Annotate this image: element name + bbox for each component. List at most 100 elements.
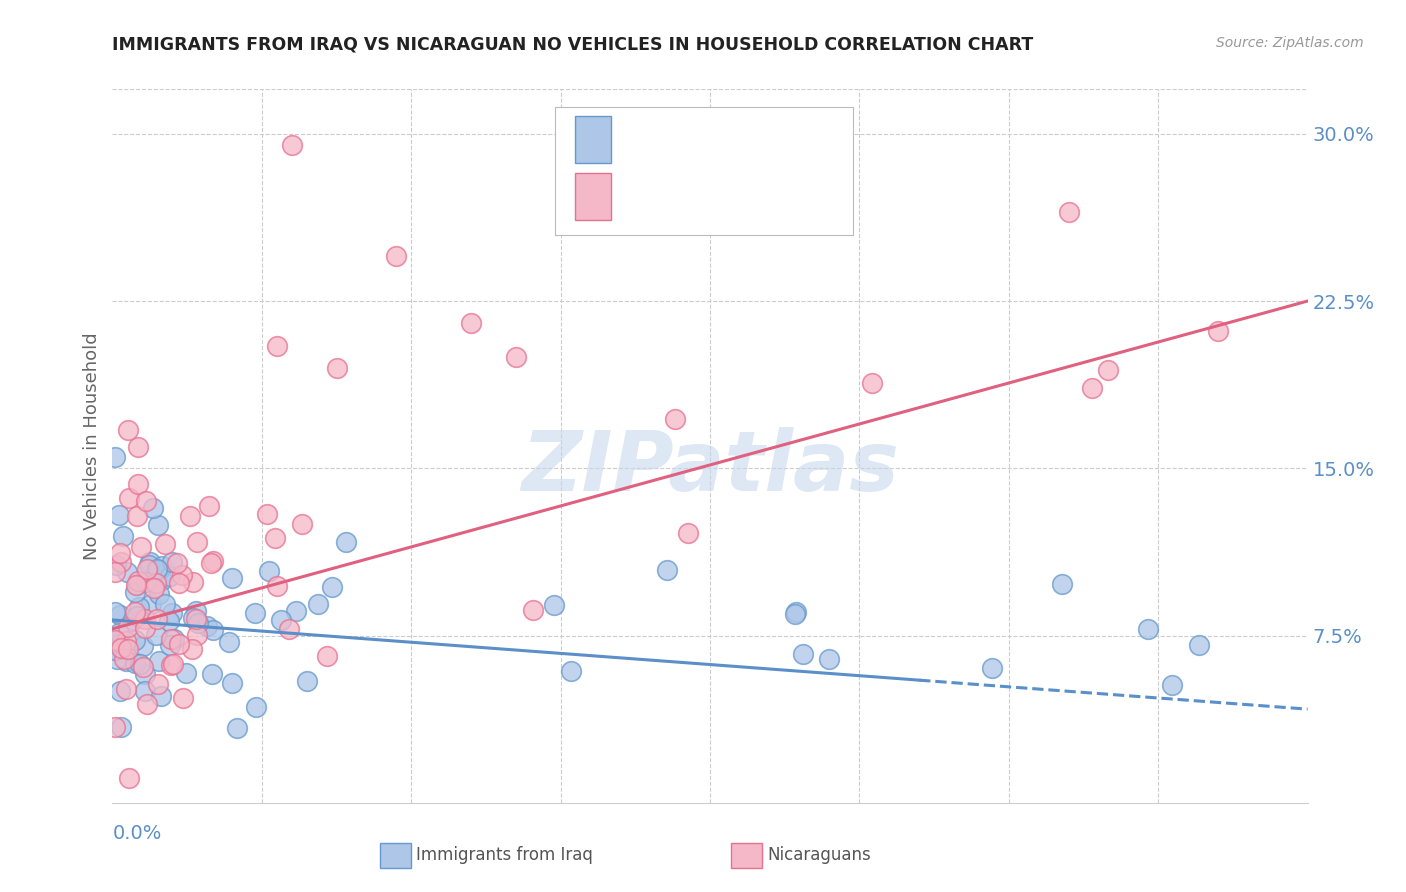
- Point: [179, 508, 201, 523]
- Point: [117, 642, 139, 657]
- Point: [124, 633, 146, 648]
- Point: [187, 616, 209, 631]
- Point: [1160, 678, 1182, 692]
- Point: [1136, 623, 1159, 637]
- Point: [127, 440, 149, 454]
- Point: [218, 635, 240, 649]
- Point: [134, 612, 156, 626]
- Point: [150, 558, 173, 573]
- Point: [108, 626, 131, 640]
- Point: [980, 661, 1002, 675]
- Text: N = 69: N = 69: [737, 187, 804, 205]
- Point: [785, 605, 807, 619]
- Point: [115, 633, 138, 648]
- Point: [181, 611, 204, 625]
- Point: [157, 614, 180, 628]
- Point: [792, 647, 814, 661]
- Point: [150, 573, 173, 587]
- Point: [321, 580, 343, 594]
- Point: [108, 607, 131, 622]
- Point: [148, 563, 170, 577]
- Point: [153, 537, 176, 551]
- Point: [543, 599, 565, 613]
- Point: [143, 581, 166, 595]
- Point: [307, 597, 329, 611]
- Point: [146, 677, 169, 691]
- Point: [117, 619, 139, 633]
- Point: [108, 546, 131, 560]
- Point: [125, 578, 148, 592]
- Point: [195, 619, 218, 633]
- Point: [160, 658, 183, 673]
- Point: [201, 667, 224, 681]
- Point: [128, 599, 150, 614]
- Point: [162, 632, 184, 647]
- Point: [560, 664, 582, 678]
- Point: [1097, 363, 1119, 377]
- Point: [159, 638, 181, 652]
- Point: [460, 317, 482, 331]
- Point: [167, 637, 190, 651]
- Point: [150, 689, 173, 703]
- Point: [197, 499, 219, 513]
- Point: [129, 541, 152, 555]
- Point: [139, 555, 162, 569]
- Point: [110, 720, 132, 734]
- Text: ZIPatlas: ZIPatlas: [522, 427, 898, 508]
- Point: [104, 637, 127, 651]
- Point: [202, 554, 225, 568]
- Point: [114, 642, 136, 657]
- Text: R =  0.309: R = 0.309: [623, 187, 718, 205]
- Point: [186, 604, 208, 618]
- Point: [202, 624, 225, 638]
- Point: [162, 657, 184, 671]
- Point: [146, 562, 169, 576]
- Point: [676, 525, 699, 540]
- Point: [1050, 577, 1073, 591]
- Point: [105, 651, 128, 665]
- Text: Source: ZipAtlas.com: Source: ZipAtlas.com: [1216, 36, 1364, 50]
- Point: [160, 555, 183, 569]
- Point: [131, 640, 153, 654]
- Point: [135, 574, 157, 589]
- Point: [159, 569, 181, 583]
- Point: [1206, 324, 1229, 338]
- Point: [125, 577, 148, 591]
- Point: [105, 558, 128, 573]
- Point: [135, 494, 157, 508]
- Point: [172, 690, 194, 705]
- Point: [860, 376, 883, 390]
- Text: R = -0.144: R = -0.144: [623, 130, 720, 149]
- Point: [278, 622, 301, 636]
- Point: [118, 772, 141, 786]
- Point: [104, 643, 127, 657]
- Point: [221, 676, 243, 690]
- Point: [221, 571, 243, 585]
- Point: [285, 604, 308, 618]
- Point: [128, 657, 150, 672]
- Point: [112, 529, 135, 543]
- Point: [115, 682, 138, 697]
- Point: [256, 507, 278, 521]
- Point: [104, 634, 127, 648]
- Point: [118, 491, 141, 505]
- Point: [104, 605, 127, 619]
- Point: [139, 574, 162, 588]
- Point: [170, 567, 193, 582]
- Point: [335, 534, 357, 549]
- Point: [160, 606, 183, 620]
- Point: [1081, 381, 1104, 395]
- Point: [148, 654, 170, 668]
- Point: [385, 249, 408, 264]
- Point: [295, 673, 318, 688]
- Point: [112, 651, 135, 665]
- Point: [266, 338, 288, 352]
- Point: [146, 612, 169, 626]
- Point: [108, 683, 131, 698]
- Point: [166, 556, 188, 570]
- Point: [142, 501, 165, 516]
- Point: [134, 667, 156, 681]
- Point: [186, 534, 208, 549]
- Point: [124, 656, 146, 670]
- Point: [146, 518, 169, 533]
